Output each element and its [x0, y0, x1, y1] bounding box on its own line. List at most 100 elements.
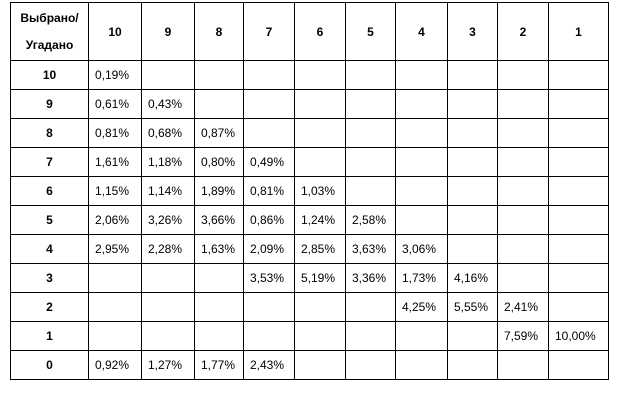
table-cell — [447, 60, 498, 90]
table-row: 9 0,61% 0,43% — [10, 89, 609, 119]
column-header: 3 — [447, 2, 498, 61]
table-cell: 1,77% — [194, 350, 244, 380]
table-cell: 0,87% — [194, 118, 244, 148]
table-row: 3 3,53% 5,19% 3,36% 1,73% 4,16% — [10, 263, 609, 293]
table-cell — [141, 263, 195, 293]
row-label: 10 — [10, 60, 89, 90]
table-cell — [447, 89, 498, 119]
table-cell: 0,80% — [194, 147, 244, 177]
table-cell — [395, 205, 448, 235]
table-cell — [548, 147, 609, 177]
table-cell — [345, 89, 396, 119]
table-cell: 1,27% — [141, 350, 195, 380]
table-cell — [447, 350, 498, 380]
table-cell — [294, 147, 346, 177]
table-cell — [395, 147, 448, 177]
header-row: Выбрано/Угадано 10 9 8 7 6 5 4 3 2 1 — [10, 2, 609, 61]
table-cell: 2,43% — [243, 350, 295, 380]
table-cell: 2,28% — [141, 234, 195, 264]
table-cell — [497, 263, 549, 293]
table-cell — [497, 118, 549, 148]
table-cell: 0,49% — [243, 147, 295, 177]
table-cell — [548, 205, 609, 235]
table-cell — [548, 263, 609, 293]
table-cell — [194, 321, 244, 351]
table-cell: 0,81% — [88, 118, 142, 148]
table-cell: 2,95% — [88, 234, 142, 264]
table-cell — [395, 350, 448, 380]
table-cell — [345, 60, 396, 90]
column-header: 7 — [243, 2, 295, 61]
row-label: 6 — [10, 176, 89, 206]
column-header: 6 — [294, 2, 346, 61]
table-cell: 4,25% — [395, 292, 448, 322]
table-cell: 1,14% — [141, 176, 195, 206]
table-cell: 0,19% — [88, 60, 142, 90]
table-cell: 1,89% — [194, 176, 244, 206]
column-header: 1 — [548, 2, 609, 61]
row-label: 9 — [10, 89, 89, 119]
table-row: 1 7,59% 10,00% — [10, 321, 609, 351]
table-cell — [345, 292, 396, 322]
table-cell — [294, 321, 346, 351]
table-cell: 0,68% — [141, 118, 195, 148]
table-cell — [243, 89, 295, 119]
table-cell: 5,19% — [294, 263, 346, 293]
table-cell — [141, 321, 195, 351]
row-label: 2 — [10, 292, 89, 322]
table-cell: 2,41% — [497, 292, 549, 322]
table-cell — [548, 292, 609, 322]
table-cell — [497, 350, 549, 380]
table-cell — [294, 89, 346, 119]
table-cell — [497, 147, 549, 177]
table-row: 7 1,61% 1,18% 0,80% 0,49% — [10, 147, 609, 177]
table-cell: 1,18% — [141, 147, 195, 177]
table-cell: 7,59% — [497, 321, 549, 351]
corner-label: Угадано — [25, 37, 74, 52]
results-table: Выбрано/Угадано 10 9 8 7 6 5 4 3 2 1 10 0,19% 9 0,61% 0… — [10, 2, 609, 380]
table-cell — [395, 321, 448, 351]
table-row: 0 0,92% 1,27% 1,77% 2,43% — [10, 350, 609, 380]
table-cell — [194, 263, 244, 293]
table-cell — [447, 321, 498, 351]
table-cell — [294, 292, 346, 322]
table-cell — [497, 205, 549, 235]
row-label: 8 — [10, 118, 89, 148]
table-cell: 3,36% — [345, 263, 396, 293]
column-header: 5 — [345, 2, 396, 61]
table-cell: 3,26% — [141, 205, 195, 235]
table-row: 5 2,06% 3,26% 3,66% 0,86% 1,24% 2,58% — [10, 205, 609, 235]
table-row: 6 1,15% 1,14% 1,89% 0,81% 1,03% — [10, 176, 609, 206]
table-cell — [447, 118, 498, 148]
table-cell — [345, 350, 396, 380]
table-row: 10 0,19% — [10, 60, 609, 90]
table-cell: 1,63% — [194, 234, 244, 264]
table-cell — [243, 118, 295, 148]
table-cell: 10,00% — [548, 321, 609, 351]
row-label: 5 — [10, 205, 89, 235]
table-cell — [548, 89, 609, 119]
table-cell — [194, 60, 244, 90]
column-header: 9 — [141, 2, 195, 61]
table-cell: 3,66% — [194, 205, 244, 235]
table-cell: 0,61% — [88, 89, 142, 119]
column-header: 2 — [497, 2, 549, 61]
table-cell: 2,58% — [345, 205, 396, 235]
table-cell — [548, 118, 609, 148]
table-cell — [194, 292, 244, 322]
table-cell — [243, 321, 295, 351]
column-header: 4 — [395, 2, 448, 61]
row-label: 4 — [10, 234, 89, 264]
row-label: 7 — [10, 147, 89, 177]
table-cell: 1,03% — [294, 176, 346, 206]
table-cell — [548, 350, 609, 380]
table-cell: 2,06% — [88, 205, 142, 235]
table-cell: 1,73% — [395, 263, 448, 293]
table-cell: 2,09% — [243, 234, 295, 264]
table-cell: 5,55% — [447, 292, 498, 322]
table-cell — [88, 321, 142, 351]
table-cell: 1,61% — [88, 147, 142, 177]
table-cell — [447, 147, 498, 177]
table-cell — [395, 89, 448, 119]
column-header: 10 — [88, 2, 142, 61]
